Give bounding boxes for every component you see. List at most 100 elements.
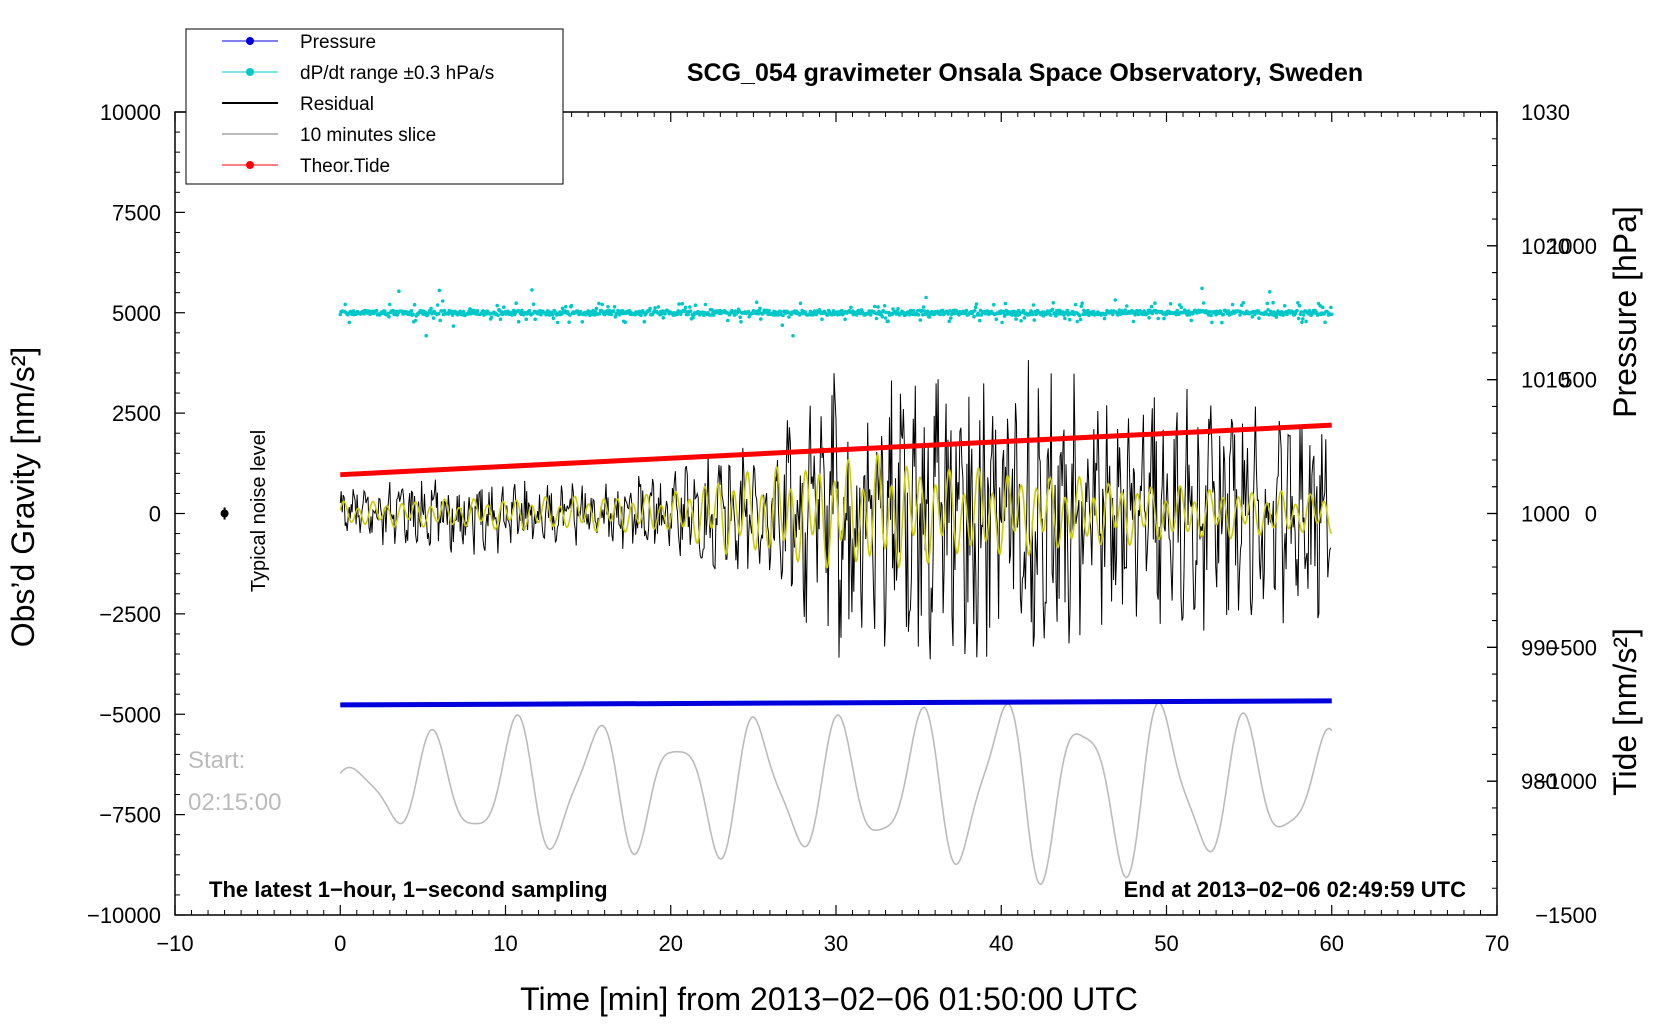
dpdt-point xyxy=(843,317,847,322)
dpdt-point xyxy=(412,302,417,307)
noise-level-label: Typical noise level xyxy=(248,430,270,592)
dpdt-point xyxy=(1147,316,1151,320)
dpdt-point xyxy=(1250,315,1255,319)
dpdt-point xyxy=(964,308,969,313)
dpdt-point xyxy=(391,308,395,313)
legend-marker-pressure xyxy=(246,37,254,45)
dpdt-point xyxy=(1271,300,1275,305)
dpdt-point xyxy=(880,315,885,319)
dpdt-point xyxy=(413,318,418,323)
dpdt-point xyxy=(623,320,628,325)
dpdt-point xyxy=(429,306,433,311)
dpdt-point xyxy=(1329,312,1334,317)
dpdt-point xyxy=(1282,304,1287,308)
dpdt-point xyxy=(1079,304,1084,309)
dpdt-point xyxy=(949,316,953,320)
dpdt-point xyxy=(1075,319,1080,324)
tide-axis-title: Tide [nm/s²] xyxy=(1607,628,1643,796)
dpdt-point xyxy=(600,302,604,307)
dpdt-point xyxy=(927,315,932,319)
dpdt-point xyxy=(1162,316,1166,321)
residual-line xyxy=(339,360,1332,660)
dpdt-point xyxy=(1230,302,1235,307)
dpdt-point xyxy=(383,309,387,314)
dpdt-point xyxy=(1320,305,1325,310)
pressure-tick-label: 1020 xyxy=(1521,234,1570,259)
y-tick-label: −5000 xyxy=(99,702,161,727)
dpdt-point xyxy=(1296,316,1301,321)
legend-label-dpdt: dP/dt range ±0.3 hPa/s xyxy=(300,63,494,84)
dpdt-point xyxy=(691,315,695,320)
dpdt-point xyxy=(693,303,698,308)
dpdt-point xyxy=(498,317,503,322)
dpdt-point xyxy=(374,308,379,313)
dpdt-point xyxy=(1200,286,1204,291)
dpdt-point xyxy=(531,302,536,307)
x-tick-label: 20 xyxy=(659,931,683,956)
dpdt-point xyxy=(1201,301,1206,305)
y-tick-label: −10000 xyxy=(87,903,161,928)
dpdt-point xyxy=(756,312,761,316)
dpdt-point xyxy=(1329,305,1333,310)
dpdt-point xyxy=(973,309,977,313)
dpdt-point xyxy=(1209,313,1213,318)
pressure-axis-title: Pressure [hPa] xyxy=(1607,206,1643,418)
dpdt-point xyxy=(947,319,951,324)
dpdt-point xyxy=(567,320,571,325)
dpdt-point xyxy=(539,312,543,317)
dpdt-point xyxy=(683,305,688,310)
dpdt-point xyxy=(1092,309,1096,314)
dpdt-point xyxy=(489,315,494,320)
dpdt-point xyxy=(938,312,942,317)
dpdt-point xyxy=(940,308,945,313)
tide-tick-label: 0 xyxy=(1585,502,1597,527)
dpdt-point xyxy=(1111,312,1115,317)
x-tick-label: −10 xyxy=(156,931,193,956)
dpdt-point xyxy=(1285,312,1289,317)
dpdt-point xyxy=(873,304,877,309)
legend-marker-dpdt xyxy=(246,68,254,76)
series-layer xyxy=(220,286,1334,886)
dpdt-point xyxy=(1002,314,1007,318)
dpdt-point xyxy=(918,318,923,322)
pressure-tick-label: 980 xyxy=(1521,769,1558,794)
dpdt-point xyxy=(1123,308,1127,312)
dpdt-scatter xyxy=(338,286,1334,338)
start-time: 02:15:00 xyxy=(188,789,281,816)
dpdt-point xyxy=(387,315,391,319)
dpdt-point xyxy=(1131,319,1136,324)
dpdt-point xyxy=(973,305,978,310)
legend-item-pressure: Pressure xyxy=(222,32,376,53)
dpdt-point xyxy=(1296,301,1300,305)
x-tick-label: 0 xyxy=(334,931,346,956)
dpdt-point xyxy=(347,320,352,325)
dpdt-point xyxy=(397,289,401,294)
dpdt-point xyxy=(711,313,716,317)
dpdt-point xyxy=(1208,310,1213,314)
y-tick-label: −2500 xyxy=(99,602,161,627)
dpdt-point xyxy=(424,333,429,338)
dpdt-point xyxy=(661,316,666,320)
pressure-tick-label: 990 xyxy=(1521,635,1558,660)
dpdt-point xyxy=(798,301,803,306)
dpdt-point xyxy=(440,299,445,303)
dpdt-point xyxy=(849,305,853,310)
dpdt-point xyxy=(524,317,528,322)
tide-line xyxy=(340,422,1332,478)
dpdt-point xyxy=(1300,320,1304,325)
tide-tick-label: −500 xyxy=(1547,635,1597,660)
legend-label-tide: Theor.Tide xyxy=(300,156,390,177)
dpdt-point xyxy=(787,315,791,319)
legend-label-slice: 10 minutes slice xyxy=(300,125,436,146)
dpdt-point xyxy=(621,309,625,313)
dpdt-point xyxy=(611,309,616,313)
dpdt-point xyxy=(411,312,415,317)
dpdt-point xyxy=(921,305,926,309)
dpdt-point xyxy=(530,288,534,292)
dpdt-point xyxy=(1022,316,1027,320)
dpdt-point xyxy=(475,309,480,313)
dpdt-point xyxy=(438,318,443,323)
x-tick-label: 40 xyxy=(989,931,1013,956)
dpdt-point xyxy=(642,319,647,324)
dpdt-point xyxy=(1274,315,1279,319)
